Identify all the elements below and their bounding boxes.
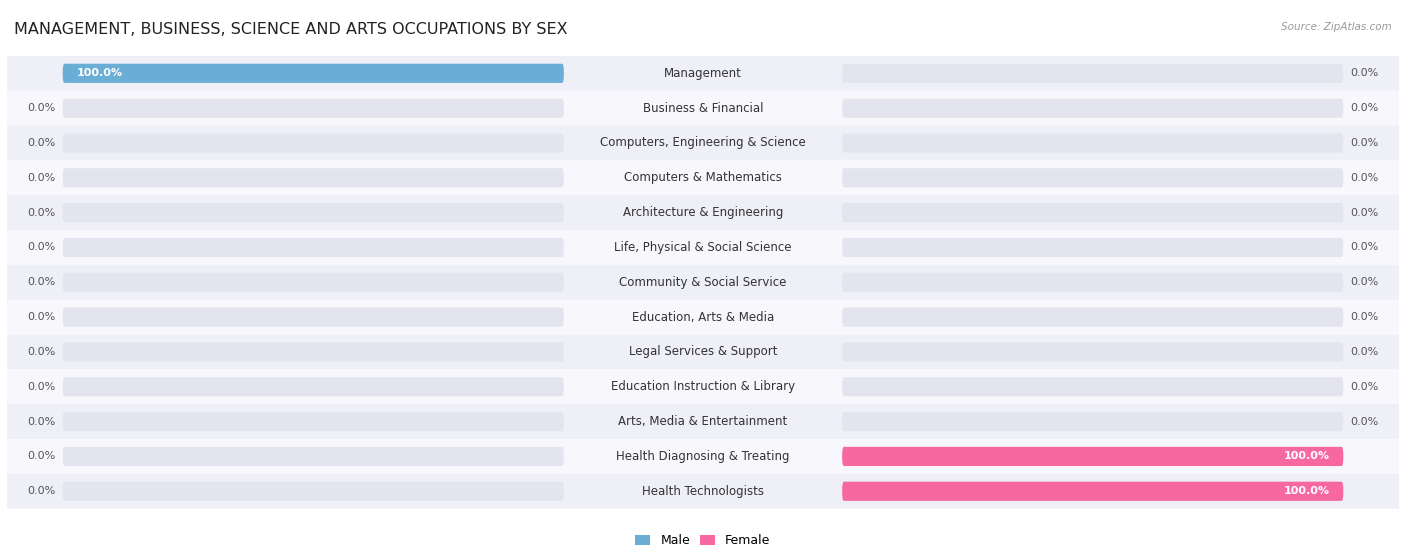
Text: Arts, Media & Entertainment: Arts, Media & Entertainment — [619, 415, 787, 428]
Text: 0.0%: 0.0% — [28, 243, 56, 253]
FancyBboxPatch shape — [7, 91, 1399, 126]
FancyBboxPatch shape — [7, 265, 1399, 300]
FancyBboxPatch shape — [842, 203, 1343, 222]
Text: Legal Services & Support: Legal Services & Support — [628, 345, 778, 358]
Text: 0.0%: 0.0% — [1350, 416, 1378, 427]
Text: 0.0%: 0.0% — [1350, 103, 1378, 113]
Text: Education, Arts & Media: Education, Arts & Media — [631, 311, 775, 324]
Text: 100.0%: 100.0% — [1284, 452, 1330, 461]
Text: 0.0%: 0.0% — [1350, 347, 1378, 357]
Text: Health Diagnosing & Treating: Health Diagnosing & Treating — [616, 450, 790, 463]
FancyBboxPatch shape — [842, 482, 1343, 501]
Text: Computers & Mathematics: Computers & Mathematics — [624, 171, 782, 184]
FancyBboxPatch shape — [63, 134, 564, 153]
FancyBboxPatch shape — [7, 230, 1399, 265]
FancyBboxPatch shape — [63, 412, 564, 431]
FancyBboxPatch shape — [842, 238, 1343, 257]
Text: 0.0%: 0.0% — [28, 347, 56, 357]
FancyBboxPatch shape — [842, 134, 1343, 153]
Text: 0.0%: 0.0% — [1350, 382, 1378, 392]
FancyBboxPatch shape — [842, 307, 1343, 326]
FancyBboxPatch shape — [63, 482, 564, 501]
FancyBboxPatch shape — [7, 126, 1399, 160]
Text: Source: ZipAtlas.com: Source: ZipAtlas.com — [1281, 22, 1392, 32]
Text: Business & Financial: Business & Financial — [643, 102, 763, 115]
FancyBboxPatch shape — [63, 307, 564, 326]
FancyBboxPatch shape — [7, 300, 1399, 334]
Text: Education Instruction & Library: Education Instruction & Library — [612, 380, 794, 394]
Text: 0.0%: 0.0% — [1350, 173, 1378, 183]
Text: 0.0%: 0.0% — [1350, 243, 1378, 253]
Text: Management: Management — [664, 67, 742, 80]
Text: 0.0%: 0.0% — [1350, 277, 1378, 287]
Text: 0.0%: 0.0% — [28, 103, 56, 113]
Text: 0.0%: 0.0% — [28, 416, 56, 427]
Text: 0.0%: 0.0% — [1350, 138, 1378, 148]
FancyBboxPatch shape — [7, 160, 1399, 195]
Text: 0.0%: 0.0% — [1350, 68, 1378, 78]
FancyBboxPatch shape — [842, 482, 1343, 501]
FancyBboxPatch shape — [7, 439, 1399, 474]
FancyBboxPatch shape — [63, 447, 564, 466]
Text: 0.0%: 0.0% — [28, 277, 56, 287]
Text: 0.0%: 0.0% — [1350, 312, 1378, 322]
Text: Health Technologists: Health Technologists — [643, 485, 763, 498]
Text: 0.0%: 0.0% — [1350, 207, 1378, 217]
FancyBboxPatch shape — [63, 203, 564, 222]
FancyBboxPatch shape — [7, 195, 1399, 230]
Text: 0.0%: 0.0% — [28, 486, 56, 496]
FancyBboxPatch shape — [842, 377, 1343, 396]
FancyBboxPatch shape — [842, 273, 1343, 292]
FancyBboxPatch shape — [7, 474, 1399, 509]
FancyBboxPatch shape — [842, 342, 1343, 362]
FancyBboxPatch shape — [63, 64, 564, 83]
Text: 0.0%: 0.0% — [28, 382, 56, 392]
Text: 0.0%: 0.0% — [28, 312, 56, 322]
Legend: Male, Female: Male, Female — [636, 534, 770, 547]
FancyBboxPatch shape — [842, 98, 1343, 118]
FancyBboxPatch shape — [7, 369, 1399, 404]
FancyBboxPatch shape — [842, 412, 1343, 431]
FancyBboxPatch shape — [842, 447, 1343, 466]
FancyBboxPatch shape — [63, 273, 564, 292]
FancyBboxPatch shape — [7, 404, 1399, 439]
Text: Architecture & Engineering: Architecture & Engineering — [623, 206, 783, 219]
FancyBboxPatch shape — [63, 98, 564, 118]
FancyBboxPatch shape — [7, 56, 1399, 91]
FancyBboxPatch shape — [63, 64, 564, 83]
FancyBboxPatch shape — [63, 377, 564, 396]
Text: Community & Social Service: Community & Social Service — [619, 276, 787, 289]
FancyBboxPatch shape — [842, 168, 1343, 187]
Text: 0.0%: 0.0% — [28, 173, 56, 183]
Text: 0.0%: 0.0% — [28, 452, 56, 461]
Text: 0.0%: 0.0% — [28, 138, 56, 148]
Text: 100.0%: 100.0% — [1284, 486, 1330, 496]
Text: Computers, Engineering & Science: Computers, Engineering & Science — [600, 136, 806, 149]
Text: 0.0%: 0.0% — [28, 207, 56, 217]
Text: Life, Physical & Social Science: Life, Physical & Social Science — [614, 241, 792, 254]
Text: 100.0%: 100.0% — [76, 68, 122, 78]
FancyBboxPatch shape — [842, 447, 1343, 466]
FancyBboxPatch shape — [63, 168, 564, 187]
FancyBboxPatch shape — [842, 64, 1343, 83]
FancyBboxPatch shape — [63, 342, 564, 362]
Text: MANAGEMENT, BUSINESS, SCIENCE AND ARTS OCCUPATIONS BY SEX: MANAGEMENT, BUSINESS, SCIENCE AND ARTS O… — [14, 22, 568, 37]
FancyBboxPatch shape — [63, 238, 564, 257]
FancyBboxPatch shape — [7, 334, 1399, 369]
